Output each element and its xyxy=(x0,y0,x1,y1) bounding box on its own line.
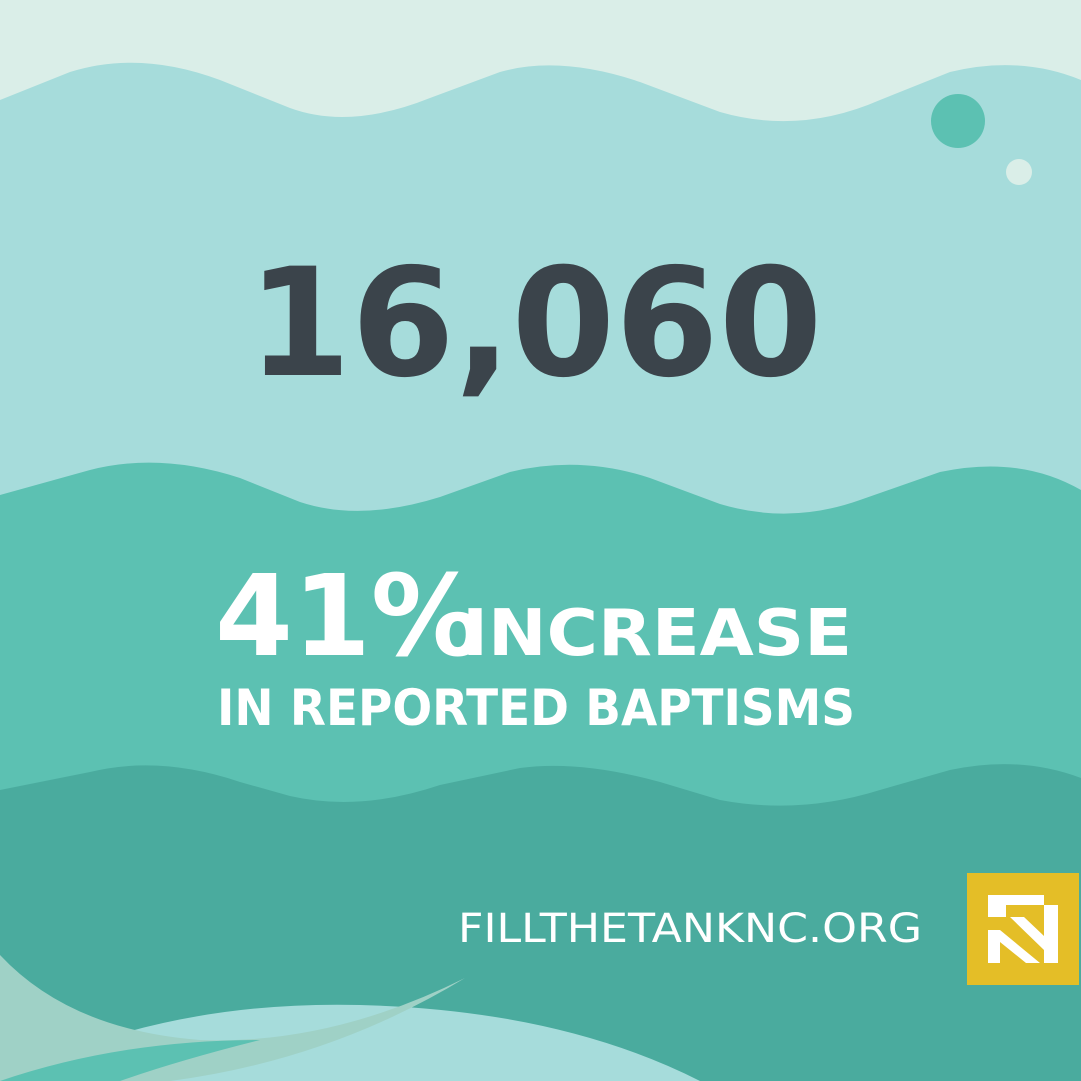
stat-percent: 41% xyxy=(215,552,483,682)
wave-dark xyxy=(0,764,1081,1081)
logo-shape xyxy=(988,930,1040,963)
stat-line: 41% INCREASE xyxy=(215,552,852,682)
headline-number: 16,060 xyxy=(248,237,823,411)
logo xyxy=(967,873,1079,985)
logo-shape xyxy=(988,895,1044,917)
swirl-pale xyxy=(0,955,465,1081)
stat-label: INCREASE xyxy=(462,597,852,671)
logo-shape xyxy=(1010,905,1058,963)
footer-url: FILLTHETANKNC.ORG xyxy=(458,906,922,952)
bubble xyxy=(931,94,985,148)
bubble xyxy=(1006,159,1032,185)
stat-detail: IN REPORTED BAPTISMS xyxy=(217,679,855,737)
swirl-accent xyxy=(0,1040,260,1081)
